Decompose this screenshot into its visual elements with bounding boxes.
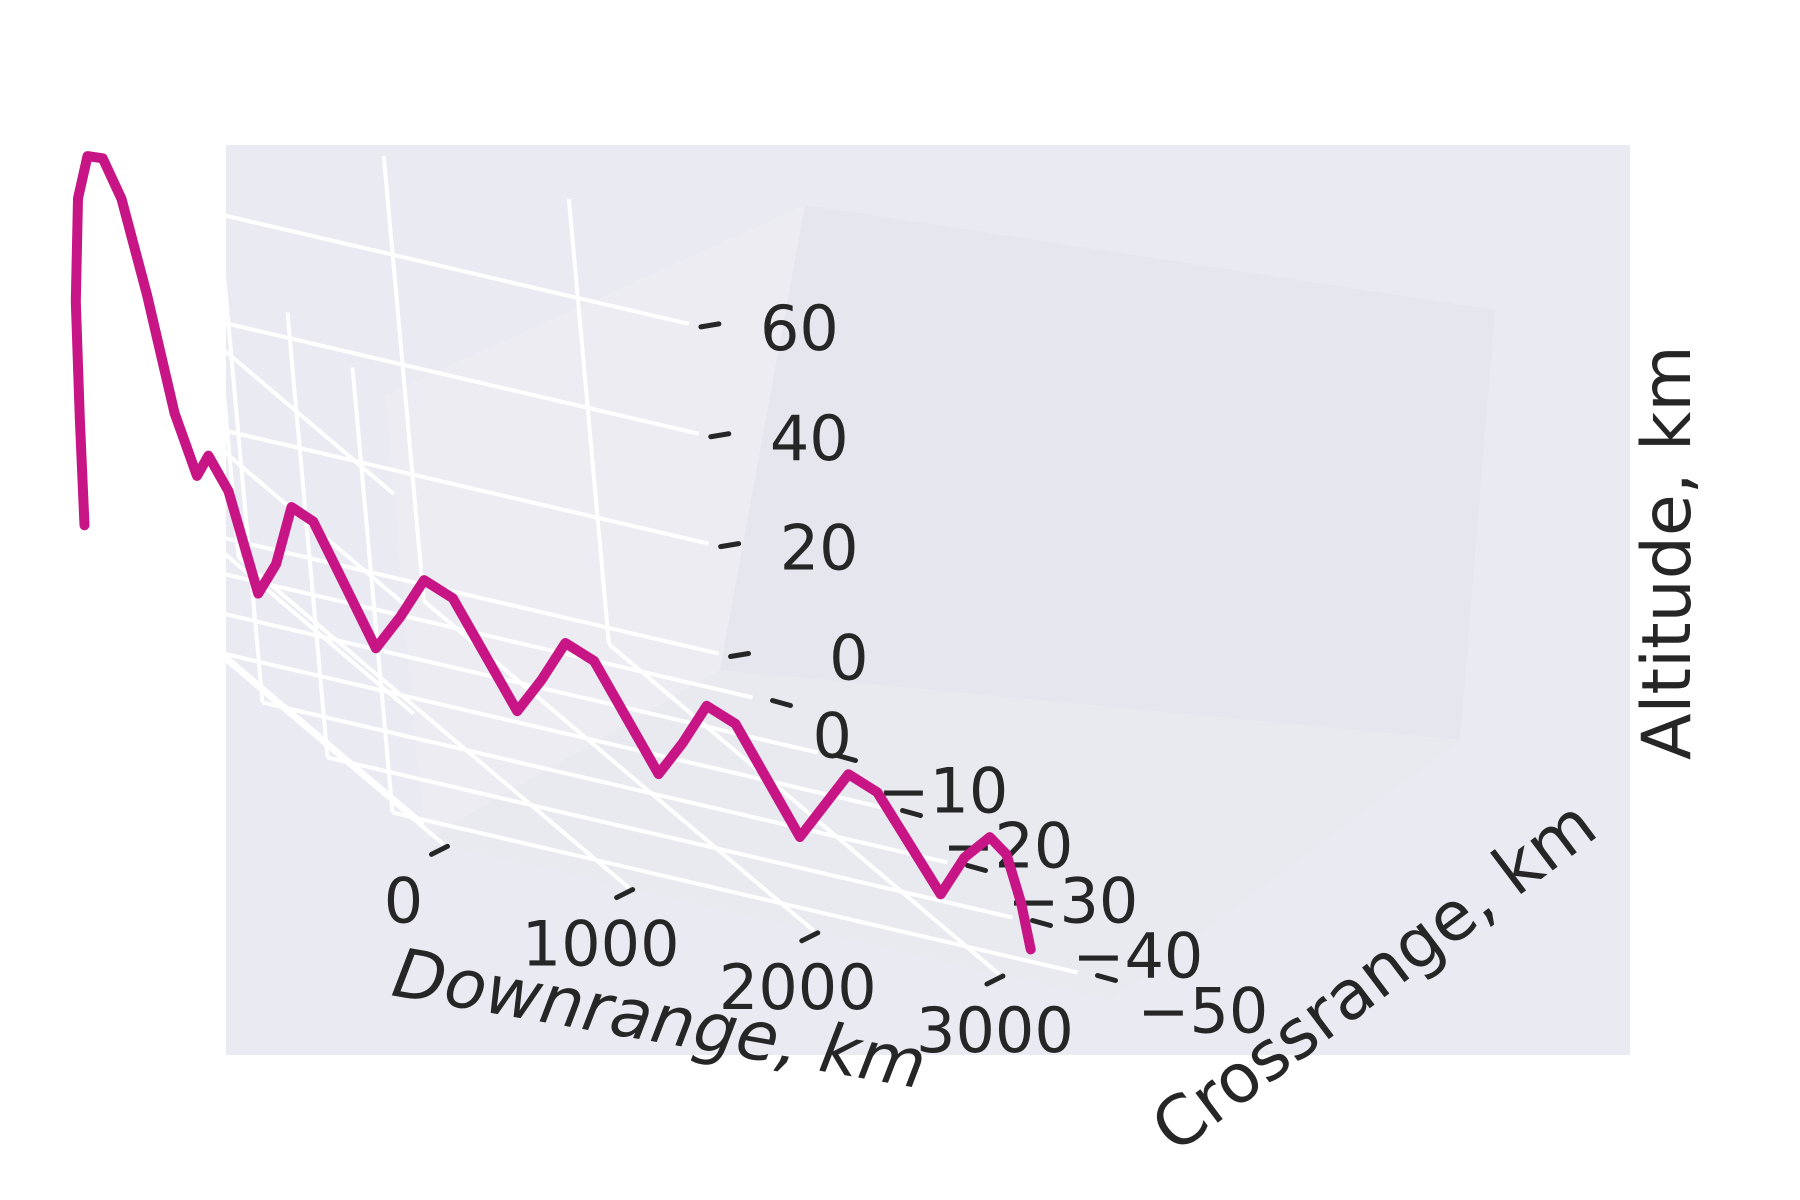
z-tick-mark — [708, 431, 732, 440]
y-tick-mark — [835, 753, 858, 763]
z-tick-label: 40 — [770, 402, 849, 475]
x-tick-label: 0 — [384, 864, 423, 937]
x-tick-label: 3000 — [916, 994, 1074, 1067]
y-tick-label: 0 — [813, 700, 852, 773]
y-tick-mark — [965, 863, 988, 873]
trajectory-line — [70, 151, 1036, 955]
y-tick-label: −40 — [1073, 920, 1204, 993]
z-gridline-back — [13, 271, 700, 436]
x-tick-mark — [614, 887, 636, 901]
x-tick-mark — [984, 973, 1006, 987]
y-gridline-floor — [262, 700, 948, 865]
x-gridline-floor — [607, 642, 1001, 976]
x-gridline-back — [566, 198, 611, 645]
y-gridline-floor — [327, 755, 1013, 920]
y-gridline-floor — [392, 810, 1078, 975]
z-axis-label: Altitude, km — [1628, 345, 1707, 760]
left-pane — [385, 205, 805, 840]
x-gridline-floor — [237, 556, 630, 890]
z-gridline-back — [23, 381, 710, 546]
z-tick-mark — [718, 541, 742, 550]
floor-pane — [425, 670, 1460, 1000]
tick-marks — [429, 321, 1118, 987]
y-gridline-left — [90, 147, 135, 593]
y-tick-mark — [1095, 973, 1118, 983]
z-tick-label: 0 — [829, 622, 868, 695]
x-gridline-floor — [52, 512, 445, 846]
y-tick-mark — [770, 698, 793, 708]
z-tick-mark — [698, 321, 722, 330]
x-tick-label: 2000 — [719, 951, 877, 1024]
y-tick-label: −50 — [1138, 975, 1269, 1048]
y-tick-label: −10 — [878, 755, 1009, 828]
y-gridline-left — [285, 312, 330, 758]
z-tick-label: 20 — [780, 512, 859, 585]
z-gridline-left — [32, 491, 425, 826]
x-gridline-back — [196, 112, 241, 558]
x-gridline-back — [381, 155, 426, 601]
y-tick-mark — [1030, 918, 1053, 928]
back-pane — [720, 205, 1495, 740]
x-tick-label: 1000 — [522, 908, 680, 981]
z-tick-mark — [728, 651, 752, 660]
x-tick-mark — [429, 843, 451, 857]
z-gridline-left — [22, 382, 415, 716]
y-gridline-floor — [132, 590, 818, 755]
x-tick-mark — [799, 930, 821, 944]
y-tick-mark — [900, 808, 923, 818]
y-gridline-floor — [67, 535, 753, 700]
y-gridline-left — [220, 257, 265, 703]
y-gridline-left — [25, 92, 70, 538]
z-gridline-back — [33, 491, 719, 656]
y-gridline-left — [350, 367, 395, 813]
z-tick-label: 60 — [760, 292, 839, 365]
z-gridline-left — [2, 162, 396, 496]
